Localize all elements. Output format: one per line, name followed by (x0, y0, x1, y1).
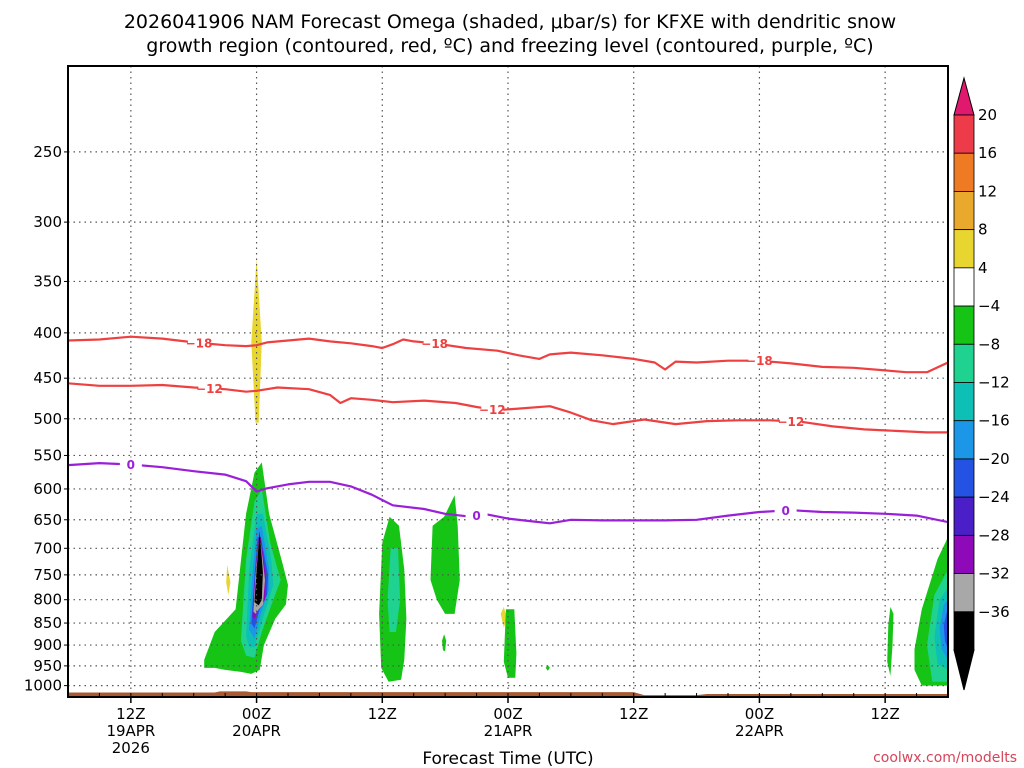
colorbar-cell (953, 152, 975, 192)
contour-label-bg (187, 335, 210, 350)
pressure-tick-label: 1000 (24, 677, 62, 695)
pressure-tick-label: 250 (33, 143, 62, 161)
contour-label-bg (774, 503, 797, 518)
pressure-tick-label: 700 (33, 539, 62, 557)
source-credit: coolwx.com/modelts (873, 750, 1017, 766)
colorbar-cell (953, 611, 975, 651)
contour-label-bg (119, 457, 142, 472)
colorbar-cell (953, 305, 975, 345)
contour-line (68, 462, 948, 525)
colorbar-label: −4 (978, 297, 1000, 315)
omega-shaded-region (387, 548, 401, 632)
pressure-tick-label: 900 (33, 636, 62, 654)
time-tick-label: 12Z (619, 705, 648, 723)
omega-shaded-region (943, 606, 948, 650)
time-tick-label: 22APR (735, 722, 784, 740)
time-tick-label: 21APR (484, 722, 533, 740)
omega-shaded-region (226, 564, 231, 595)
pressure-tick-label: 850 (33, 614, 62, 632)
colorbar-cell (953, 573, 975, 613)
time-tick-label: 00Z (493, 705, 522, 723)
colorbar-label: −28 (978, 526, 1010, 544)
pressure-tick-label: 650 (33, 511, 62, 529)
time-tick-label: 12Z (870, 705, 899, 723)
chart-title-line-2: growth region (contoured, red, ºC) and f… (146, 35, 873, 57)
colorbar-label: 8 (978, 221, 988, 239)
contour-label-bg (465, 508, 488, 523)
colorbar-label: −36 (978, 603, 1010, 621)
colorbar-label: −8 (978, 335, 1000, 353)
omega-shaded-region (430, 495, 460, 614)
contour-label: −12 (479, 403, 506, 417)
colorbar-label: −32 (978, 565, 1010, 583)
time-tick-label: 00Z (242, 705, 271, 723)
contour-label: −12 (196, 382, 223, 396)
omega-shaded-region (503, 609, 517, 678)
colorbar-cell (953, 534, 975, 574)
contour-label: 0 (127, 458, 135, 472)
pressure-tick-label: 600 (33, 480, 62, 498)
contour-label-bg (198, 381, 221, 396)
colorbar-cell (953, 267, 975, 307)
x-axis-label: Forecast Time (UTC) (422, 749, 593, 768)
pressure-tick-label: 400 (33, 324, 62, 342)
contour-label: −12 (777, 415, 804, 429)
contour-label-bg (748, 353, 771, 368)
omega-shaded-region (545, 665, 550, 671)
colorbar-top-arrow (953, 76, 975, 116)
pressure-tick-label: 950 (33, 657, 62, 675)
omega-shaded-region (442, 634, 447, 652)
colorbar-cell (953, 114, 975, 154)
pressure-axis: 250 300 350 400 450 500 550 600 650 700 750 800 850 9… (24, 143, 68, 695)
contour-label: −18 (746, 354, 773, 368)
colorbar-label: −20 (978, 450, 1010, 468)
omega-shaded-region (939, 599, 948, 660)
pressure-tick-label: 300 (33, 213, 62, 231)
colorbar-label: −12 (978, 374, 1010, 392)
colorbar-label: 16 (978, 144, 997, 162)
time-tick-label: 12Z (116, 705, 145, 723)
omega-shaded-region (887, 606, 894, 676)
colorbar-label: −24 (978, 488, 1010, 506)
colorbar-cell (953, 343, 975, 383)
contour-label: −18 (186, 336, 213, 350)
contour-label: −18 (421, 337, 448, 351)
pressure-tick-label: 450 (33, 369, 62, 387)
time-tick-label: 20APR (232, 722, 281, 740)
plot-content: −18 −18 −18 −12 −12 −12 0 0 0 (68, 66, 948, 697)
pressure-tick-label: 550 (33, 446, 62, 464)
contour-label-bg (779, 414, 802, 429)
colorbar-label: 20 (978, 106, 997, 124)
time-tick-label: 00Z (745, 705, 774, 723)
pressure-tick-label: 750 (33, 566, 62, 584)
contour-label-bg (423, 336, 446, 351)
contour-label-bg (481, 402, 504, 417)
colorbar-label: 12 (978, 182, 997, 200)
colorbar-cell (953, 420, 975, 460)
pressure-tick-label: 350 (33, 272, 62, 290)
time-tick-label: 12Z (368, 705, 397, 723)
time-tick-label: 2026 (112, 739, 150, 757)
time-tick-label: 19APR (106, 722, 155, 740)
colorbar-cell (953, 229, 975, 269)
colorbar-cell (953, 191, 975, 231)
omega-shaded-region (254, 531, 263, 606)
colorbar-label: 4 (978, 259, 988, 277)
omega-shaded-region (251, 258, 262, 423)
pressure-tick-label: 800 (33, 591, 62, 609)
colorbar-label: −16 (978, 412, 1010, 430)
pressure-tick-label: 500 (33, 410, 62, 428)
colorbar-bottom-arrow (953, 649, 975, 691)
contour-line (68, 335, 948, 374)
plot-area: −18 −18 −18 −12 −12 −12 0 0 0 (67, 65, 949, 698)
omega-colorbar: 20 16 12 8 4 −4 −8 −12 −16 −20 −24 −28 −32 −36 (953, 76, 1010, 691)
chart-title-line-1: 2026041906 NAM Forecast Omega (shaded, μ… (124, 11, 896, 33)
colorbar-cell (953, 496, 975, 536)
colorbar-cell (953, 382, 975, 422)
contour-label: 0 (472, 509, 480, 523)
contour-label: 0 (781, 504, 789, 518)
colorbar-cell (953, 458, 975, 498)
